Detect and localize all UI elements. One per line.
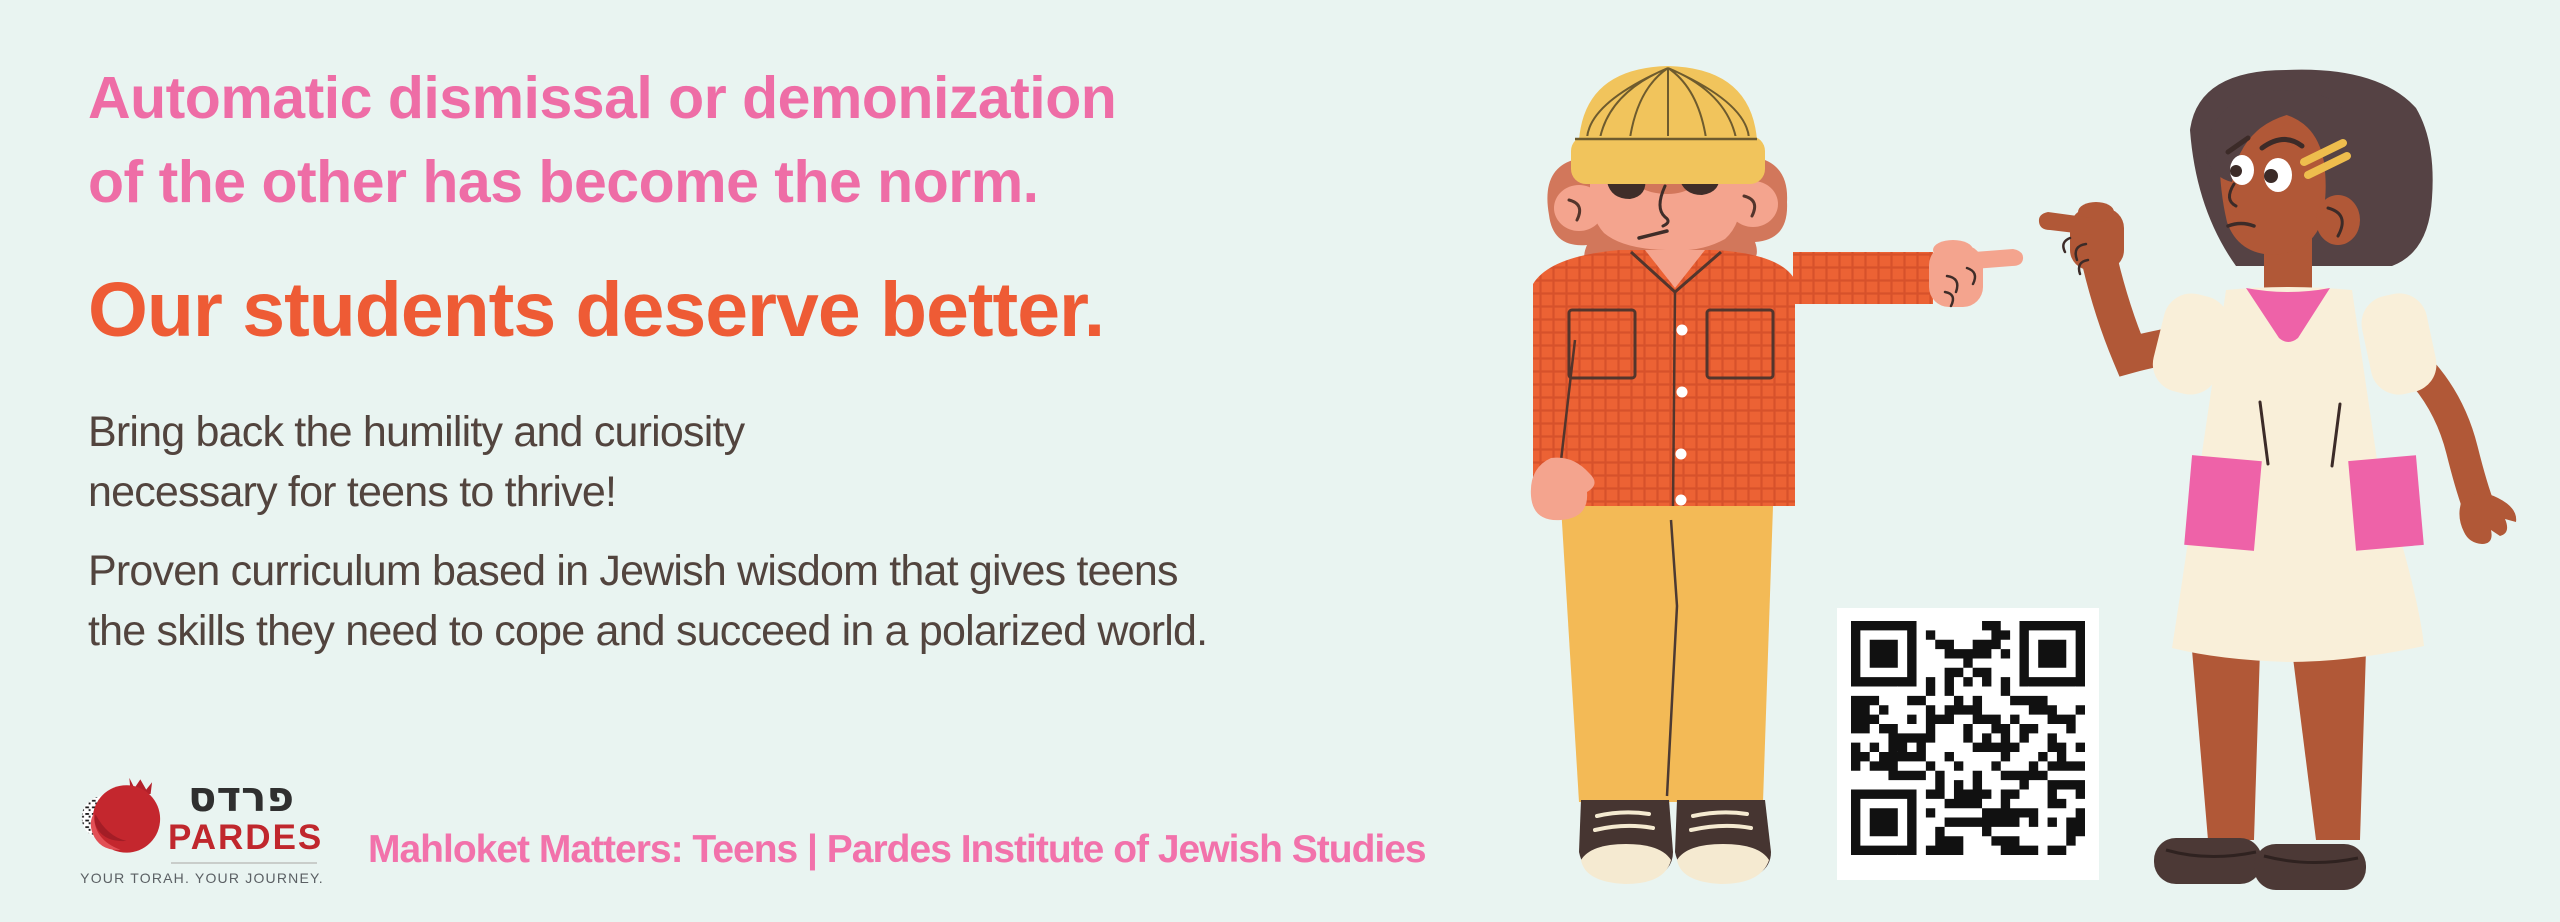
boy-pointing-hand bbox=[1929, 240, 2024, 308]
girl-face bbox=[2206, 90, 2360, 255]
qr-code-pattern bbox=[1851, 621, 2085, 855]
girl-shoes bbox=[2154, 838, 2366, 890]
logo-divider bbox=[171, 862, 317, 864]
girl-pocket-right bbox=[2348, 455, 2424, 551]
body-paragraph-2: Proven curriculum based in Jewish wisdom… bbox=[88, 541, 1208, 661]
body-p2-line-2: the skills they need to cope and succeed… bbox=[88, 607, 1208, 655]
qr-code bbox=[1837, 608, 2099, 880]
boy-sleeve bbox=[1793, 252, 1933, 304]
boy-sneakers bbox=[1579, 800, 1771, 884]
headline: Automatic dismissal or demonization of t… bbox=[88, 56, 1117, 224]
logo-tagline: YOUR TORAH. YOUR JOURNEY. bbox=[80, 870, 324, 886]
logo-latin-name: PARDES bbox=[168, 818, 324, 857]
headline-line-2: of the other has become the norm. bbox=[88, 149, 1039, 215]
body-p1-line-1: Bring back the humility and curiosity bbox=[88, 408, 745, 456]
boy-pants bbox=[1561, 506, 1773, 802]
pomegranate-icon bbox=[80, 777, 161, 853]
illustration-teen-girl-pointing bbox=[2038, 69, 2517, 890]
headline-line-1: Automatic dismissal or demonization bbox=[88, 65, 1117, 131]
girl-pocket-left bbox=[2184, 455, 2262, 551]
girl-dress bbox=[2152, 287, 2437, 662]
body-p2-line-1: Proven curriculum based in Jewish wisdom… bbox=[88, 547, 1178, 595]
girl-hanging-arm bbox=[2402, 352, 2517, 544]
boy-beanie bbox=[1571, 66, 1765, 184]
illustration-teen-boy-pointing bbox=[1530, 66, 2024, 884]
body-p1-line-2: necessary for teens to thrive! bbox=[88, 468, 617, 516]
subheadline: Our students deserve better. bbox=[88, 267, 1105, 353]
body-paragraph-1: Bring back the humility and curiosity ne… bbox=[88, 402, 745, 522]
boy-hip-hand bbox=[1530, 457, 1595, 521]
girl-hair-clip bbox=[2300, 139, 2351, 179]
pardes-logo: פרדס PARDES YOUR TORAH. YOUR JOURNEY. bbox=[76, 770, 328, 896]
boy-plaid-shirt bbox=[1533, 250, 1933, 507]
program-title: Mahloket Matters: Teens | Pardes Institu… bbox=[368, 828, 1427, 871]
girl-collar bbox=[2246, 288, 2330, 342]
logo-hebrew-name: פרדס bbox=[187, 772, 295, 821]
girl-legs bbox=[2192, 650, 2366, 840]
